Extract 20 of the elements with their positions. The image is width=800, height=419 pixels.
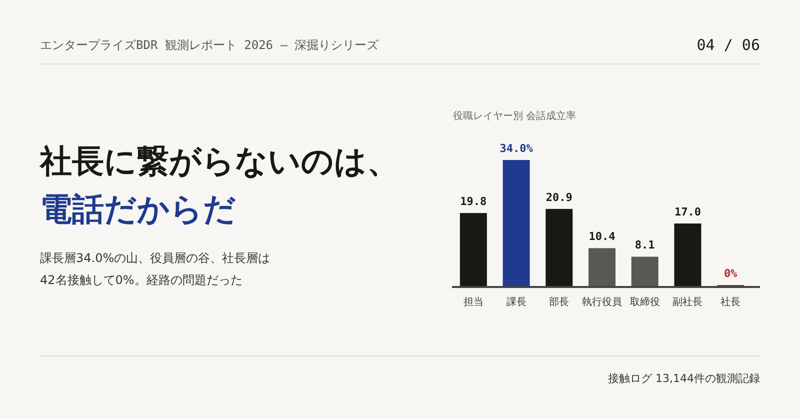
x-tick-label: 担当	[463, 296, 484, 308]
text: エンタープライズBDR 観測レポート 2026 — 深掘りシリーズ	[40, 38, 380, 52]
data-label: 17.0	[674, 206, 701, 218]
text: 役職レイヤー別 会話成立率	[453, 110, 576, 122]
data-label: 34.0%	[500, 142, 534, 155]
x-tick-label: 課長	[506, 296, 526, 308]
data-label: 10.4	[588, 230, 616, 244]
x-tick-label: 社長	[720, 296, 741, 308]
text: 接触ログ 13,144件の観測記録	[608, 372, 760, 385]
x-tick-label: 取締役	[630, 296, 660, 308]
text: 課長層34.0%の山、役員層の谷、社長層は42名接触して0%。経路の問題だった	[40, 251, 270, 287]
x-tick-label: 執行役員	[582, 296, 622, 308]
x-tick-label: 副社長	[672, 296, 703, 308]
chart-title: 社長に繋がらないのは、電話だからだ	[39, 142, 399, 228]
text: 04 / 06	[696, 36, 760, 54]
data-label: 0%	[724, 267, 738, 280]
data-label: 8.1	[634, 238, 656, 252]
data-label: 19.8	[460, 195, 487, 208]
x-tick-label: 部長	[549, 296, 570, 308]
data-label: 20.9	[546, 190, 572, 204]
